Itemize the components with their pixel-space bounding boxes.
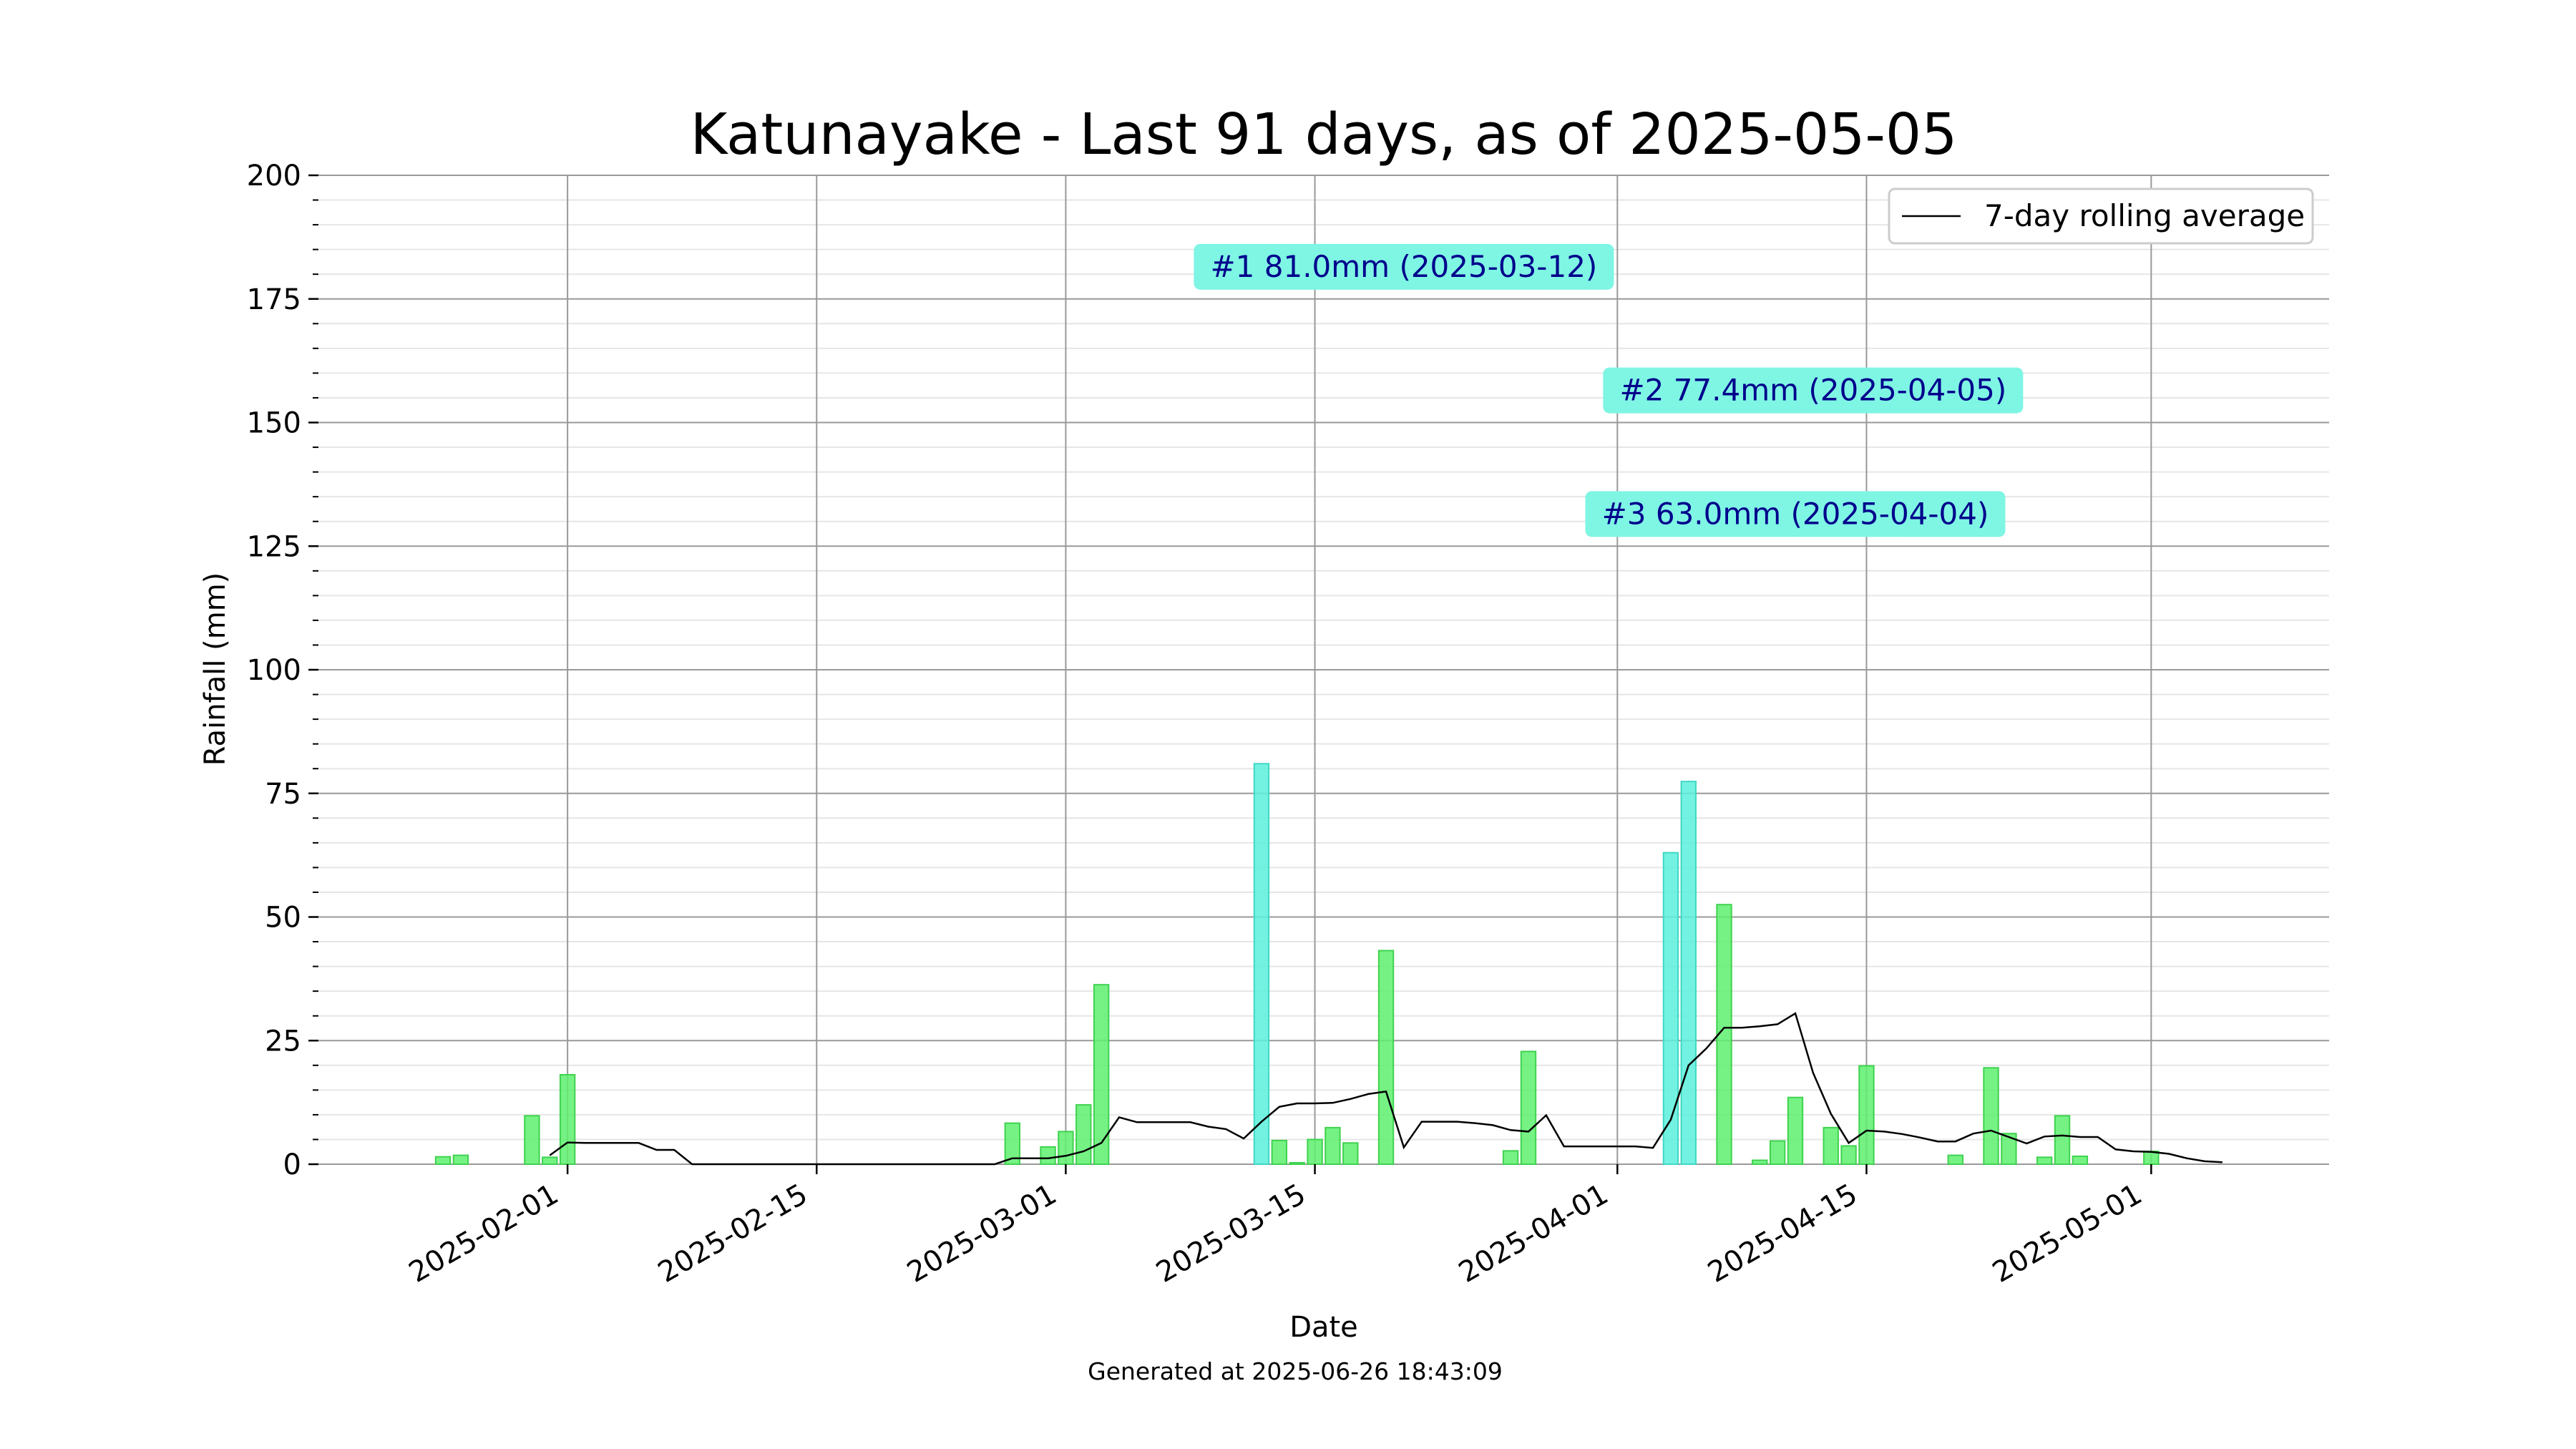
x-tick-label: 2025-03-01 bbox=[902, 1178, 1062, 1289]
rainfall-bar bbox=[1983, 1067, 1999, 1165]
y-tick-label: 125 bbox=[247, 530, 301, 563]
rainfall-bar bbox=[1769, 1140, 1786, 1165]
legend-label: 7-day rolling average bbox=[1984, 198, 2305, 233]
rainfall-bar bbox=[452, 1154, 469, 1166]
rainfall-bar bbox=[559, 1073, 576, 1165]
rainfall-bar bbox=[1324, 1126, 1341, 1165]
rainfall-bar bbox=[1289, 1161, 1305, 1166]
rainfall-bar bbox=[2036, 1156, 2053, 1166]
y-tick-label: 150 bbox=[247, 407, 301, 440]
rainfall-bar bbox=[524, 1115, 540, 1165]
major-gridlines bbox=[318, 175, 2329, 1165]
x-tick-label: 2025-05-01 bbox=[1987, 1178, 2147, 1289]
y-tick-label: 25 bbox=[265, 1025, 301, 1058]
rainfall-bar bbox=[1840, 1145, 1857, 1165]
y-tick-label: 50 bbox=[265, 902, 301, 935]
rolling-average-line bbox=[549, 1012, 2223, 1166]
rainfall-bar bbox=[1342, 1142, 1359, 1165]
x-axis-label: Date bbox=[1289, 1311, 1358, 1344]
rainfall-bar bbox=[2001, 1133, 2017, 1165]
chart-title: Katunayake - Last 91 days, as of 2025-05… bbox=[691, 102, 1958, 167]
rainfall-bar bbox=[1075, 1104, 1092, 1165]
rainfall-bar bbox=[1947, 1154, 1963, 1166]
rainfall-bar bbox=[1520, 1050, 1537, 1166]
y-tick-label: 75 bbox=[265, 778, 301, 811]
rainfall-bars bbox=[434, 763, 2160, 1166]
x-tick-label: 2025-04-01 bbox=[1453, 1178, 1614, 1289]
rainfall-bar bbox=[1093, 984, 1110, 1165]
annotation-box bbox=[1603, 367, 2024, 414]
rainfall-bar bbox=[1058, 1131, 1074, 1166]
rainfall-bar bbox=[1040, 1146, 1056, 1165]
annotation-label: #2 77.4mm (2025-04-05) bbox=[1619, 373, 2006, 408]
rainfall-bar bbox=[434, 1156, 452, 1166]
y-tick-label: 100 bbox=[247, 654, 301, 687]
x-tick-label: 2025-02-15 bbox=[653, 1178, 813, 1289]
top-rainfall-bar bbox=[1662, 852, 1679, 1166]
rainfall-bar bbox=[542, 1156, 558, 1166]
x-tick-label: 2025-02-01 bbox=[404, 1178, 564, 1289]
rainfall-bar bbox=[1271, 1139, 1288, 1166]
legend: 7-day rolling average bbox=[1888, 187, 2314, 245]
x-tick-label: 2025-03-15 bbox=[1151, 1178, 1311, 1289]
minor-gridlines bbox=[318, 199, 2329, 1141]
rolling-average-line-group bbox=[549, 1012, 2223, 1166]
annotation-box bbox=[1585, 491, 2006, 537]
rainfall-bar bbox=[2072, 1155, 2089, 1165]
rainfall-bar bbox=[1787, 1096, 1804, 1165]
y-axis-label: Rainfall (mm) bbox=[199, 572, 232, 766]
rainfall-bar bbox=[1004, 1122, 1021, 1165]
y-axis-ticks: 0 25 50 75 100 125 150 175 200 bbox=[247, 160, 318, 1181]
rainfall-bar bbox=[1377, 950, 1395, 1166]
annotation-label: #3 63.0mm (2025-04-04) bbox=[1602, 496, 1989, 531]
rainfall-bar bbox=[1752, 1159, 1768, 1166]
annotation-label: #1 81.0mm (2025-03-12) bbox=[1210, 249, 1597, 284]
top-rainfall-bar bbox=[1680, 781, 1697, 1165]
top-rainfall-annotations: #1 81.0mm (2025-03-12) #2 77.4mm (2025-04… bbox=[1194, 243, 2024, 537]
generated-timestamp: Generated at 2025-06-26 18:43:09 bbox=[1088, 1357, 1503, 1385]
y-tick-label: 0 bbox=[283, 1148, 301, 1181]
rainfall-bar bbox=[1823, 1126, 1839, 1165]
x-tick-label: 2025-04-15 bbox=[1702, 1178, 1863, 1289]
rainfall-bar bbox=[1716, 904, 1732, 1165]
legend-box bbox=[1888, 187, 2314, 245]
rainfall-bar bbox=[1858, 1065, 1875, 1165]
rainfall-bar bbox=[1502, 1150, 1519, 1166]
rainfall-bar bbox=[1307, 1138, 1323, 1165]
top-rainfall-bar bbox=[1253, 763, 1270, 1166]
rainfall-bar bbox=[2054, 1115, 2071, 1165]
x-axis-ticks: 2025-02-01 2025-02-15 2025-03-01 2025-03-15… bbox=[404, 1164, 2152, 1289]
annotation-box bbox=[1194, 243, 1614, 290]
y-tick-label: 200 bbox=[247, 160, 301, 192]
y-tick-label: 175 bbox=[247, 283, 301, 316]
